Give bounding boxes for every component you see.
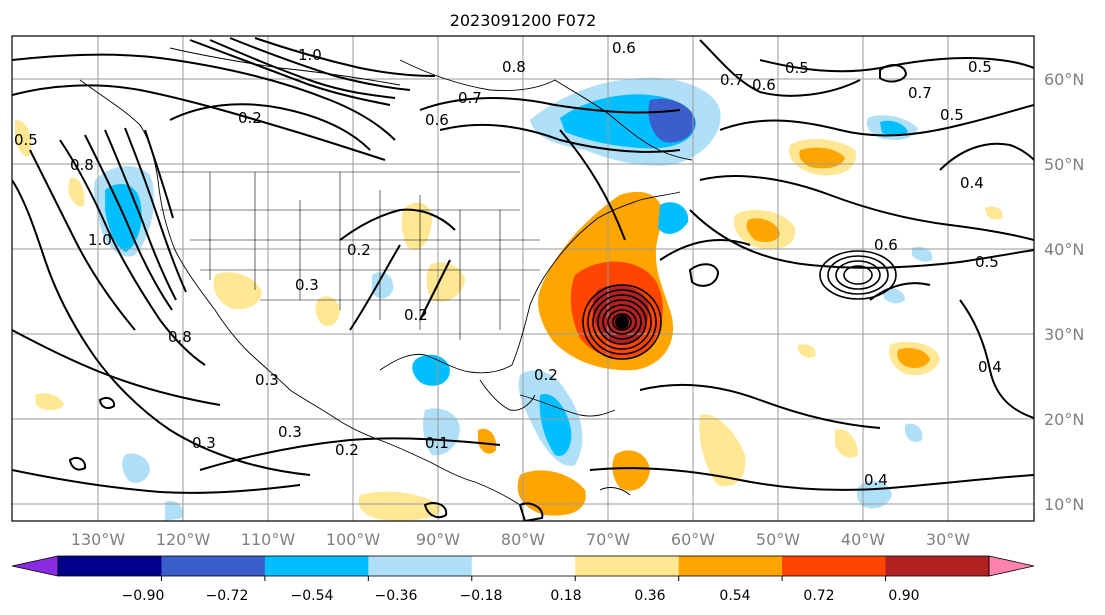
lon-label: 130°W [71, 530, 126, 549]
colorbar-segment [58, 556, 162, 576]
contour-labels: 1.0 0.8 0.7 0.6 0.2 0.3 0.6 0.5 0.7 0.6 … [14, 39, 1002, 489]
contour-label: 0.5 [14, 131, 38, 149]
contour-lines [12, 37, 1034, 521]
contour-label: 0.2 [534, 366, 558, 384]
colorbar-tick-label: 0.36 [634, 588, 665, 604]
contour-label: 0.3 [278, 423, 302, 441]
colorbar-segment [678, 556, 783, 576]
contour-label: 0.5 [968, 58, 992, 76]
colorbar-segment [471, 556, 576, 576]
lon-label: 120°W [156, 530, 211, 549]
lat-label: 60°N [1044, 70, 1084, 89]
contour-label: 0.6 [612, 39, 636, 57]
lon-label: 80°W [501, 530, 545, 549]
contour-label: 0.7 [720, 71, 744, 89]
lon-label: 110°W [241, 530, 296, 549]
lon-label: 90°W [416, 530, 460, 549]
colorbar [11, 555, 1035, 581]
contour-label: 0.4 [978, 358, 1002, 376]
colorbar-tick-label: 0.90 [888, 588, 919, 604]
longitude-labels: 130°W 120°W 110°W 100°W 90°W 80°W 70°W 6… [71, 530, 970, 549]
contour-label: 1.0 [88, 231, 112, 249]
colorbar-tick-label: −0.36 [375, 588, 418, 604]
colorbar-labels: −0.90 −0.72 −0.54 −0.36 −0.18 0.18 0.36 … [122, 588, 920, 604]
colorbar-frame [57, 555, 990, 577]
colorbar-tick-label: 0.18 [550, 588, 581, 604]
lat-label: 30°N [1044, 325, 1084, 344]
contour-label: 0.3 [295, 276, 319, 294]
lat-label: 20°N [1044, 410, 1084, 429]
lon-label: 30°W [926, 530, 970, 549]
colorbar-tick-label: −0.18 [460, 588, 503, 604]
lon-label: 70°W [586, 530, 630, 549]
contour-label: 0.8 [168, 328, 192, 346]
contour-label: 0.5 [785, 59, 809, 77]
contour-label: 0.2 [404, 306, 428, 324]
colorbar-segment [575, 556, 680, 576]
coastlines [79, 47, 693, 506]
contour-label: 0.1 [425, 434, 449, 452]
contour-label: 0.4 [864, 471, 888, 489]
contour-label: 0.2 [335, 441, 359, 459]
lat-label: 50°N [1044, 155, 1084, 174]
colorbar-segment [782, 556, 887, 576]
contour-label: 0.6 [874, 236, 898, 254]
colorbar-extend-min [11, 555, 59, 577]
latitude-labels: 10°N 20°N 30°N 40°N 50°N 60°N [1044, 70, 1084, 514]
colorbar-tick-label: 0.54 [719, 588, 750, 604]
contour-label: 0.3 [192, 434, 216, 452]
colorbar-segment [264, 556, 369, 576]
contour-label: 0.6 [752, 76, 776, 94]
colorbar-extend-max [988, 555, 1035, 577]
map-title: 2023091200 F072 [450, 11, 597, 30]
contour-label: 0.8 [502, 58, 526, 76]
contour-label: 0.6 [425, 111, 449, 129]
contour-label: 0.7 [908, 84, 932, 102]
lon-label: 40°W [841, 530, 885, 549]
state-borders [160, 171, 540, 340]
colorbar-segment [161, 556, 266, 576]
colorbar-tick-label: 0.72 [803, 588, 834, 604]
storm-center-marker [615, 315, 629, 329]
contour-label: 0.3 [255, 371, 279, 389]
hurricane-contours [582, 284, 662, 360]
contour-label: 0.5 [940, 106, 964, 124]
contour-label: 0.2 [238, 109, 262, 127]
lat-label: 10°N [1044, 495, 1084, 514]
lon-label: 50°W [756, 530, 800, 549]
atlantic-low-contours [819, 250, 897, 300]
contour-label: 0.7 [458, 89, 482, 107]
lon-label: 100°W [326, 530, 381, 549]
contour-label: 0.5 [975, 253, 999, 271]
lon-label: 60°W [671, 530, 715, 549]
contour-label: 0.2 [347, 241, 371, 259]
colorbar-segment [368, 556, 473, 576]
colorbar-tick-label: −0.72 [206, 588, 249, 604]
map-frame [11, 35, 1035, 522]
colorbar-tick-label: −0.54 [291, 588, 334, 604]
colorbar-segment [885, 556, 990, 576]
colorbar-tick-label: −0.90 [122, 588, 165, 604]
contour-label: 0.4 [960, 174, 984, 192]
contour-label: 0.8 [70, 156, 94, 174]
gridlines [12, 36, 1034, 521]
lat-label: 40°N [1044, 240, 1084, 259]
contour-label: 1.0 [298, 46, 322, 64]
map-area: 1.0 0.8 0.7 0.6 0.2 0.3 0.6 0.5 0.7 0.6 … [12, 36, 1034, 521]
